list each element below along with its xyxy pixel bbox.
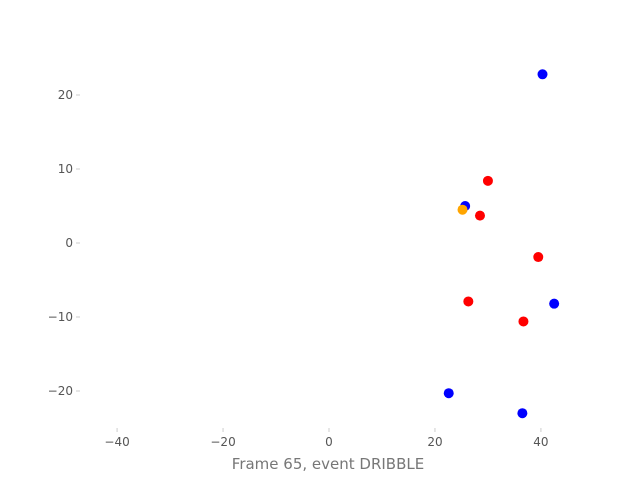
x-tick-label: −20 <box>210 435 235 449</box>
x-tick-label: 40 <box>533 435 548 449</box>
x-tick-label: 20 <box>427 435 442 449</box>
x-tick-label: 0 <box>325 435 333 449</box>
y-tick-label: 10 <box>58 162 73 176</box>
scatter-point <box>457 204 468 215</box>
x-axis-label: Frame 65, event DRIBBLE <box>232 455 424 473</box>
y-tick-label: 0 <box>65 236 73 250</box>
scatter-point <box>482 175 493 186</box>
scatter-point <box>443 388 454 399</box>
y-tick-label: 20 <box>58 88 73 102</box>
scatter-point <box>518 316 529 327</box>
y-tick-label: −20 <box>48 384 73 398</box>
plot-area <box>443 69 560 419</box>
y-axis: −20 −10 0 10 20 <box>48 88 80 398</box>
y-tick-label: −10 <box>48 310 73 324</box>
scatter-point <box>463 296 474 307</box>
scatter-point <box>474 210 485 221</box>
scatter-point <box>537 69 548 80</box>
scatter-point <box>549 298 560 309</box>
x-tick-label: −40 <box>104 435 129 449</box>
x-axis: −40 −20 0 20 40 <box>104 428 549 449</box>
scatter-point <box>533 252 544 263</box>
scatter-point <box>517 408 528 419</box>
